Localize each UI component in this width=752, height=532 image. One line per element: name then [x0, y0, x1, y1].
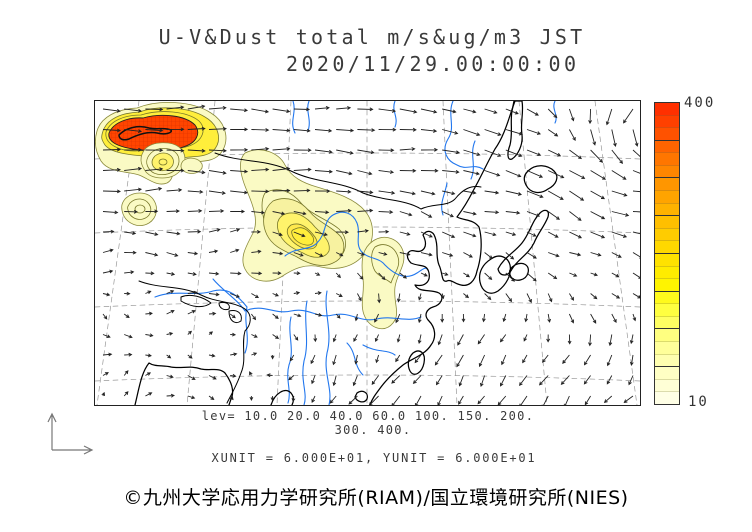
colorbar-segment	[655, 153, 679, 166]
vector-units-label: XUNIT = 6.000E+01, YUNIT = 6.000E+01	[211, 451, 537, 465]
x-axis-arrow-icon	[52, 445, 94, 455]
colorbar-segment	[655, 128, 679, 141]
colorbar-segment	[655, 316, 679, 330]
plot-title: U-V&Dust total m/s&ug/m3 JST	[158, 25, 586, 49]
colorbar-segment	[655, 115, 679, 129]
contour-levels-label-2: 300. 400.	[334, 423, 412, 437]
colorbar-segment	[655, 191, 679, 204]
colorbar-segment	[655, 165, 679, 179]
colorbar-segment	[655, 178, 679, 192]
colorbar-segment	[655, 279, 679, 292]
colorbar	[654, 102, 680, 405]
colorbar-segment	[655, 329, 679, 342]
contour-levels-label: lev= 10.0 20.0 40.0 60.0 100. 150. 200.	[201, 409, 535, 423]
colorbar-max-label: 400	[684, 95, 716, 111]
colorbar-segment	[655, 291, 679, 305]
colorbar-segment	[655, 253, 679, 267]
colorbar-segment	[655, 216, 679, 229]
wind-arrow-glyphs	[101, 104, 640, 405]
colorbar-segment	[655, 241, 679, 254]
plot-timestamp: 2020/11/29.00:00:00	[286, 52, 580, 76]
colorbar-segment	[655, 354, 679, 368]
colorbar-segment	[655, 103, 679, 116]
wind-vectors-layer	[101, 104, 640, 405]
copyright-text: ©九州大学応用力学研究所(RIAM)/国立環境研究所(NIES)	[123, 487, 629, 509]
coastlines-layer	[134, 101, 558, 405]
colorbar-segment	[655, 392, 679, 404]
colorbar-segment	[655, 228, 679, 242]
axis-orientation-arrows	[47, 412, 94, 455]
colorbar-min-label: 10	[688, 394, 709, 410]
colorbar-segment	[655, 266, 679, 280]
colorbar-segment	[655, 140, 679, 154]
colorbar-segment	[655, 379, 679, 393]
colorbar-segment	[655, 304, 679, 317]
map-canvas	[95, 101, 640, 405]
map-frame	[94, 100, 641, 406]
colorbar-segment	[655, 341, 679, 355]
y-axis-arrow-icon	[47, 412, 57, 450]
rivers-layer	[154, 101, 557, 405]
colorbar-segment	[655, 367, 679, 380]
colorbar-segment	[655, 203, 679, 217]
